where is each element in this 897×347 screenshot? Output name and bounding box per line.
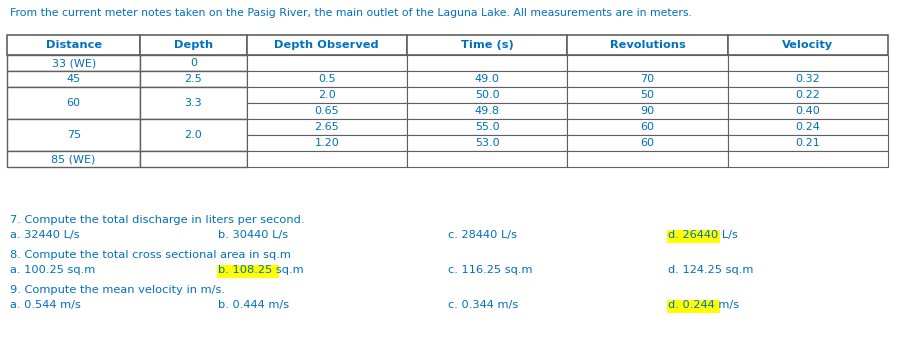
Bar	[567, 87, 727, 103]
Bar	[567, 71, 727, 87]
Text: Distance: Distance	[46, 40, 101, 50]
Bar	[247, 87, 407, 103]
Bar	[407, 87, 567, 103]
Text: 0.40: 0.40	[796, 106, 820, 116]
Text: 7. Compute the total discharge in liters per second.: 7. Compute the total discharge in liters…	[10, 215, 304, 225]
Text: 75: 75	[66, 130, 81, 140]
Bar	[7, 35, 140, 55]
Text: 0.5: 0.5	[318, 74, 335, 84]
Text: 1.20: 1.20	[315, 138, 339, 148]
Text: 49.0: 49.0	[475, 74, 500, 84]
Bar	[567, 103, 727, 119]
Text: 55.0: 55.0	[475, 122, 500, 132]
Text: 53.0: 53.0	[475, 138, 500, 148]
Bar	[407, 103, 567, 119]
Bar	[7, 71, 140, 87]
Text: 60: 60	[640, 138, 655, 148]
Text: 0.22: 0.22	[796, 90, 820, 100]
Text: 8. Compute the total cross sectional area in sq.m: 8. Compute the total cross sectional are…	[10, 250, 291, 260]
Bar	[567, 119, 727, 135]
Text: 2.0: 2.0	[318, 90, 335, 100]
Bar	[7, 119, 140, 151]
Bar	[217, 265, 279, 278]
Bar	[140, 71, 247, 87]
Text: a. 0.544 m/s: a. 0.544 m/s	[10, 300, 81, 310]
Text: Time (s): Time (s)	[461, 40, 513, 50]
Text: 49.8: 49.8	[475, 106, 500, 116]
Text: 2.5: 2.5	[185, 74, 203, 84]
Text: Revolutions: Revolutions	[610, 40, 685, 50]
Text: 3.3: 3.3	[185, 98, 203, 108]
Bar	[727, 35, 888, 55]
Bar	[140, 119, 247, 151]
Text: 50.0: 50.0	[475, 90, 500, 100]
Text: a. 32440 L/s: a. 32440 L/s	[10, 230, 80, 240]
Bar	[7, 151, 140, 167]
Text: 0.21: 0.21	[796, 138, 820, 148]
Bar	[727, 135, 888, 151]
Bar	[727, 151, 888, 167]
Text: b. 108.25 sq.m: b. 108.25 sq.m	[218, 265, 303, 275]
Bar	[407, 135, 567, 151]
Bar	[567, 35, 727, 55]
Text: Depth: Depth	[174, 40, 213, 50]
Bar	[247, 103, 407, 119]
Bar	[247, 119, 407, 135]
Text: 0.65: 0.65	[315, 106, 339, 116]
Bar	[567, 135, 727, 151]
Text: 0.24: 0.24	[796, 122, 820, 132]
Bar	[407, 35, 567, 55]
Bar	[667, 300, 720, 313]
Text: d. 26440 L/s: d. 26440 L/s	[668, 230, 738, 240]
Text: d. 0.244 m/s: d. 0.244 m/s	[668, 300, 739, 310]
Bar	[727, 119, 888, 135]
Text: b. 0.444 m/s: b. 0.444 m/s	[218, 300, 289, 310]
Text: c. 28440 L/s: c. 28440 L/s	[448, 230, 517, 240]
Text: 90: 90	[640, 106, 655, 116]
Bar	[247, 71, 407, 87]
Bar	[727, 103, 888, 119]
Bar	[407, 119, 567, 135]
Text: 45: 45	[66, 74, 81, 84]
Bar	[407, 55, 567, 71]
Bar	[247, 35, 407, 55]
Bar	[247, 151, 407, 167]
Bar	[407, 71, 567, 87]
Bar	[667, 230, 720, 243]
Text: 9. Compute the mean velocity in m/s.: 9. Compute the mean velocity in m/s.	[10, 285, 225, 295]
Text: 60: 60	[66, 98, 81, 108]
Text: 50: 50	[640, 90, 655, 100]
Bar	[140, 35, 247, 55]
Bar	[247, 55, 407, 71]
Bar	[407, 151, 567, 167]
Text: c. 0.344 m/s: c. 0.344 m/s	[448, 300, 518, 310]
Text: 70: 70	[640, 74, 655, 84]
Text: Velocity: Velocity	[782, 40, 833, 50]
Text: a. 100.25 sq.m: a. 100.25 sq.m	[10, 265, 95, 275]
Bar	[7, 87, 140, 119]
Text: d. 124.25 sq.m: d. 124.25 sq.m	[668, 265, 753, 275]
Bar	[567, 151, 727, 167]
Bar	[727, 87, 888, 103]
Text: b. 30440 L/s: b. 30440 L/s	[218, 230, 288, 240]
Bar	[140, 87, 247, 119]
Text: 60: 60	[640, 122, 655, 132]
Bar	[727, 71, 888, 87]
Text: 33 (WE): 33 (WE)	[51, 58, 96, 68]
Text: c. 116.25 sq.m: c. 116.25 sq.m	[448, 265, 533, 275]
Text: 2.65: 2.65	[315, 122, 339, 132]
Text: 85 (WE): 85 (WE)	[51, 154, 96, 164]
Bar	[247, 135, 407, 151]
Text: 0: 0	[190, 58, 197, 68]
Bar	[140, 151, 247, 167]
Text: 2.0: 2.0	[185, 130, 203, 140]
Bar	[567, 55, 727, 71]
Text: Depth Observed: Depth Observed	[274, 40, 379, 50]
Text: From the current meter notes taken on the Pasig River, the main outlet of the La: From the current meter notes taken on th…	[10, 8, 692, 18]
Bar	[7, 55, 140, 71]
Bar	[140, 55, 247, 71]
Bar	[727, 55, 888, 71]
Text: 0.32: 0.32	[796, 74, 820, 84]
